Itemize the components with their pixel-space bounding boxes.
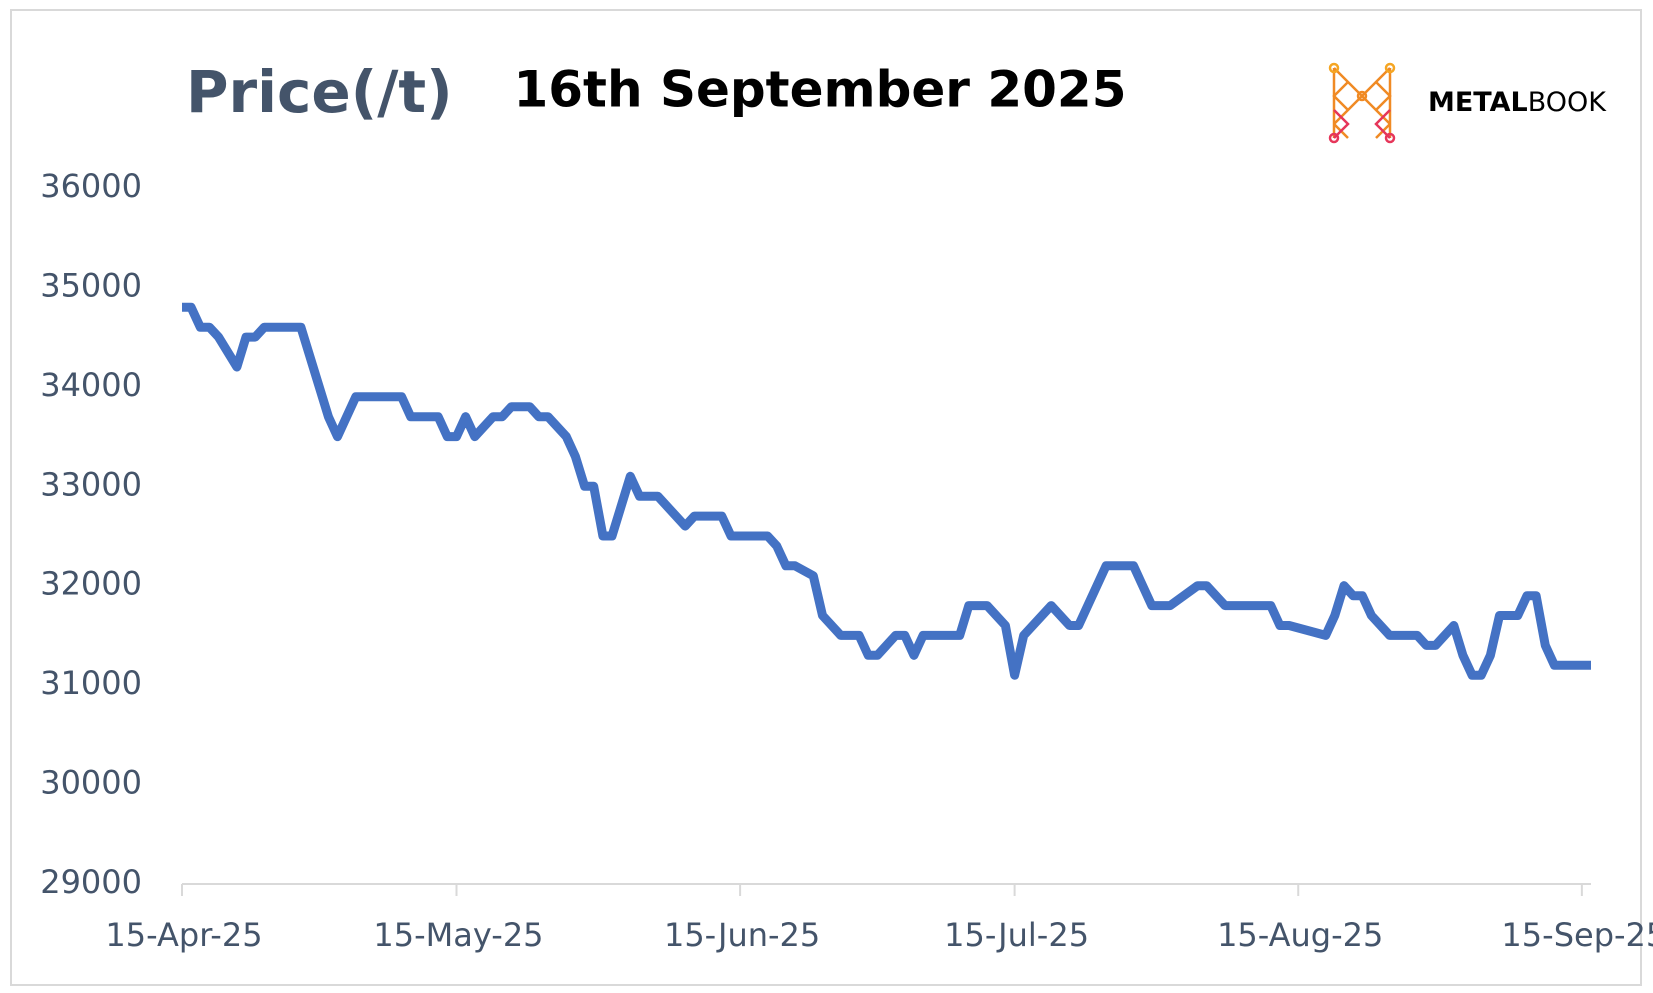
y-tick-label: 32000 [40, 565, 142, 603]
y-tick-label: 34000 [40, 366, 142, 404]
chart-title: 16th September 2025 [513, 61, 1126, 119]
x-tick-label: 15-May-25 [373, 916, 543, 954]
x-tick-label: 15-Apr-25 [105, 916, 262, 954]
x-tick-label: 15-Aug-25 [1217, 916, 1383, 954]
y-tick-label: 35000 [40, 266, 142, 304]
logo-icon [1328, 62, 1396, 144]
y-tick-label: 30000 [40, 764, 142, 802]
y-axis-label: Price(/t) [186, 58, 453, 126]
logo-light: BOOK [1528, 87, 1608, 118]
x-tick-label: 15-Sep-25 [1501, 916, 1653, 954]
line-series [182, 302, 1591, 680]
logo-text: METALBOOK [1428, 87, 1607, 118]
x-tick-label: 15-Jul-25 [944, 916, 1089, 954]
chart-border [10, 9, 1642, 986]
x-tick-label: 15-Jun-25 [664, 916, 820, 954]
logo-bold: METAL [1428, 87, 1528, 118]
y-tick-label: 36000 [40, 167, 142, 205]
y-tick-label: 31000 [40, 664, 142, 702]
y-tick-label: 29000 [40, 863, 142, 901]
y-tick-label: 33000 [40, 465, 142, 503]
